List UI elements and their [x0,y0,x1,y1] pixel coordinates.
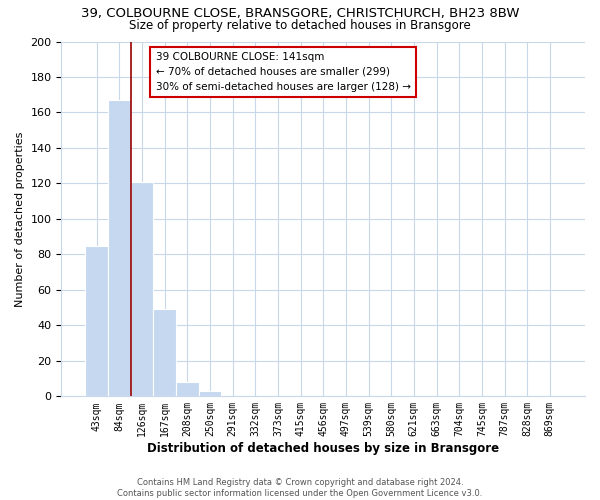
Text: Size of property relative to detached houses in Bransgore: Size of property relative to detached ho… [129,19,471,32]
X-axis label: Distribution of detached houses by size in Bransgore: Distribution of detached houses by size … [147,442,499,455]
Bar [176,382,199,396]
Text: 39, COLBOURNE CLOSE, BRANSGORE, CHRISTCHURCH, BH23 8BW: 39, COLBOURNE CLOSE, BRANSGORE, CHRISTCH… [81,8,519,20]
Bar [131,182,153,396]
Text: 39 COLBOURNE CLOSE: 141sqm
← 70% of detached houses are smaller (299)
30% of sem: 39 COLBOURNE CLOSE: 141sqm ← 70% of deta… [155,52,410,92]
Bar [85,246,108,396]
Text: Contains HM Land Registry data © Crown copyright and database right 2024.
Contai: Contains HM Land Registry data © Crown c… [118,478,482,498]
Y-axis label: Number of detached properties: Number of detached properties [15,131,25,306]
Bar [108,100,131,396]
Bar [153,310,176,396]
Bar [199,391,221,396]
